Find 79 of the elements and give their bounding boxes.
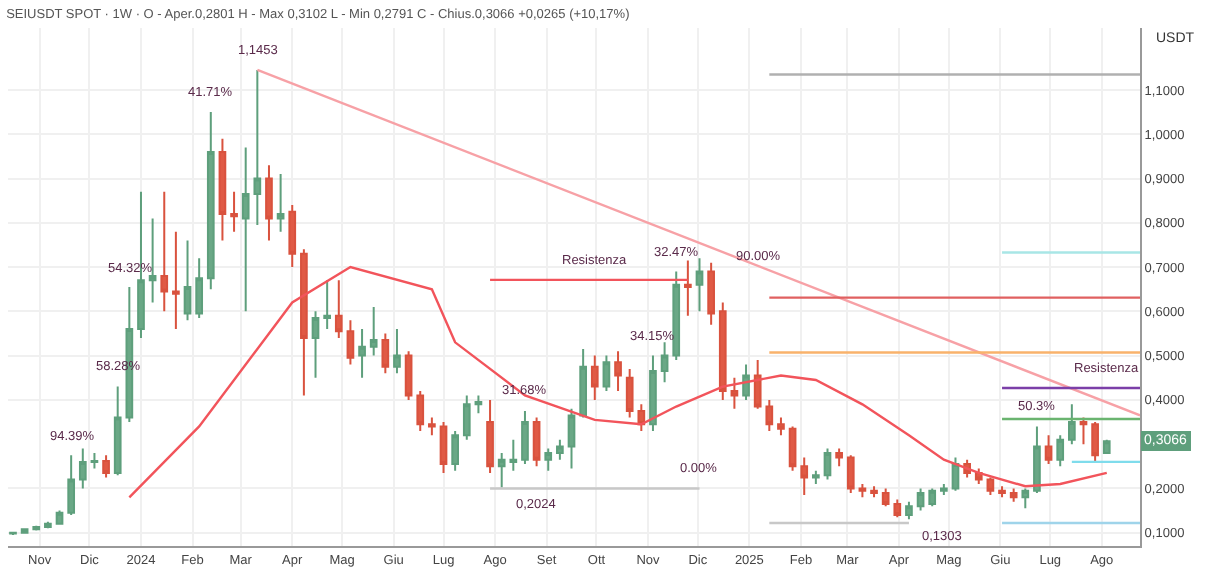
candlestick — [1009, 487, 1018, 503]
candlestick — [311, 310, 320, 379]
candlestick — [416, 390, 425, 432]
candlestick — [835, 447, 843, 468]
candlestick — [218, 137, 227, 242]
candlestick — [393, 328, 401, 375]
candlestick — [67, 454, 76, 516]
candlestick — [381, 332, 390, 375]
candlestick — [1068, 403, 1076, 446]
candlestick — [78, 447, 87, 490]
candlestick — [684, 259, 692, 317]
candlestick — [265, 164, 273, 242]
candlestick — [812, 469, 820, 486]
candlestick — [172, 230, 180, 331]
candlestick — [288, 204, 297, 269]
candlestick — [323, 279, 331, 331]
candlestick — [730, 376, 739, 410]
candlestick — [1033, 425, 1041, 494]
candlestick — [230, 190, 238, 233]
candlestick — [183, 239, 192, 322]
candlestick — [90, 452, 99, 470]
candlestick — [544, 447, 553, 472]
candlestick — [846, 454, 855, 494]
candlestick — [521, 409, 529, 466]
candlestick — [206, 111, 215, 291]
candlestick — [870, 485, 878, 499]
candlestick — [556, 438, 564, 461]
candlestick — [44, 520, 52, 530]
candlestick — [462, 394, 471, 441]
candlestick — [9, 530, 17, 536]
candlestick — [788, 425, 797, 472]
candlestick — [428, 416, 436, 437]
candlestick — [614, 350, 622, 393]
candlestick — [300, 248, 308, 397]
candlestick — [1091, 421, 1099, 463]
candlestick — [940, 483, 948, 497]
candlestick — [590, 354, 599, 401]
candlestick — [998, 485, 1006, 499]
candlestick — [672, 270, 681, 362]
candlestick — [1102, 438, 1111, 455]
candlestick — [195, 257, 204, 319]
candlestick — [113, 385, 122, 477]
candlestick — [777, 416, 785, 437]
candlestick — [358, 328, 366, 379]
candlestick — [1079, 416, 1088, 446]
candlestick — [276, 173, 285, 233]
candlestick — [858, 483, 867, 499]
candlestick — [916, 487, 925, 512]
candlestick — [346, 319, 355, 366]
candlestick — [1044, 434, 1053, 466]
candlestick — [602, 354, 611, 393]
candlestick — [369, 305, 378, 357]
candlestick — [707, 261, 715, 326]
candlestick — [102, 454, 110, 479]
candlestick — [928, 487, 937, 508]
candlestick — [1021, 487, 1030, 510]
candlestick — [334, 279, 343, 339]
candlestick — [532, 416, 541, 468]
candlestick — [695, 257, 704, 313]
candlestick — [404, 350, 413, 401]
candlestick — [718, 301, 727, 401]
candlestick — [474, 394, 483, 415]
candlestick — [649, 354, 657, 432]
candlestick — [800, 456, 809, 497]
candlestick — [986, 476, 995, 497]
candlestick — [160, 190, 169, 313]
candlestick — [742, 363, 750, 401]
candlestick — [32, 524, 41, 532]
candlestick — [486, 398, 494, 474]
candlestick — [1056, 434, 1065, 468]
candlestick — [823, 447, 832, 481]
candlestick — [579, 347, 587, 419]
candlestick — [567, 407, 576, 470]
candlestick — [20, 527, 29, 535]
candlestick — [660, 341, 669, 384]
candlestick — [451, 429, 459, 472]
candlestick — [439, 421, 448, 474]
candlestick — [148, 217, 157, 304]
candlestick — [905, 500, 913, 521]
